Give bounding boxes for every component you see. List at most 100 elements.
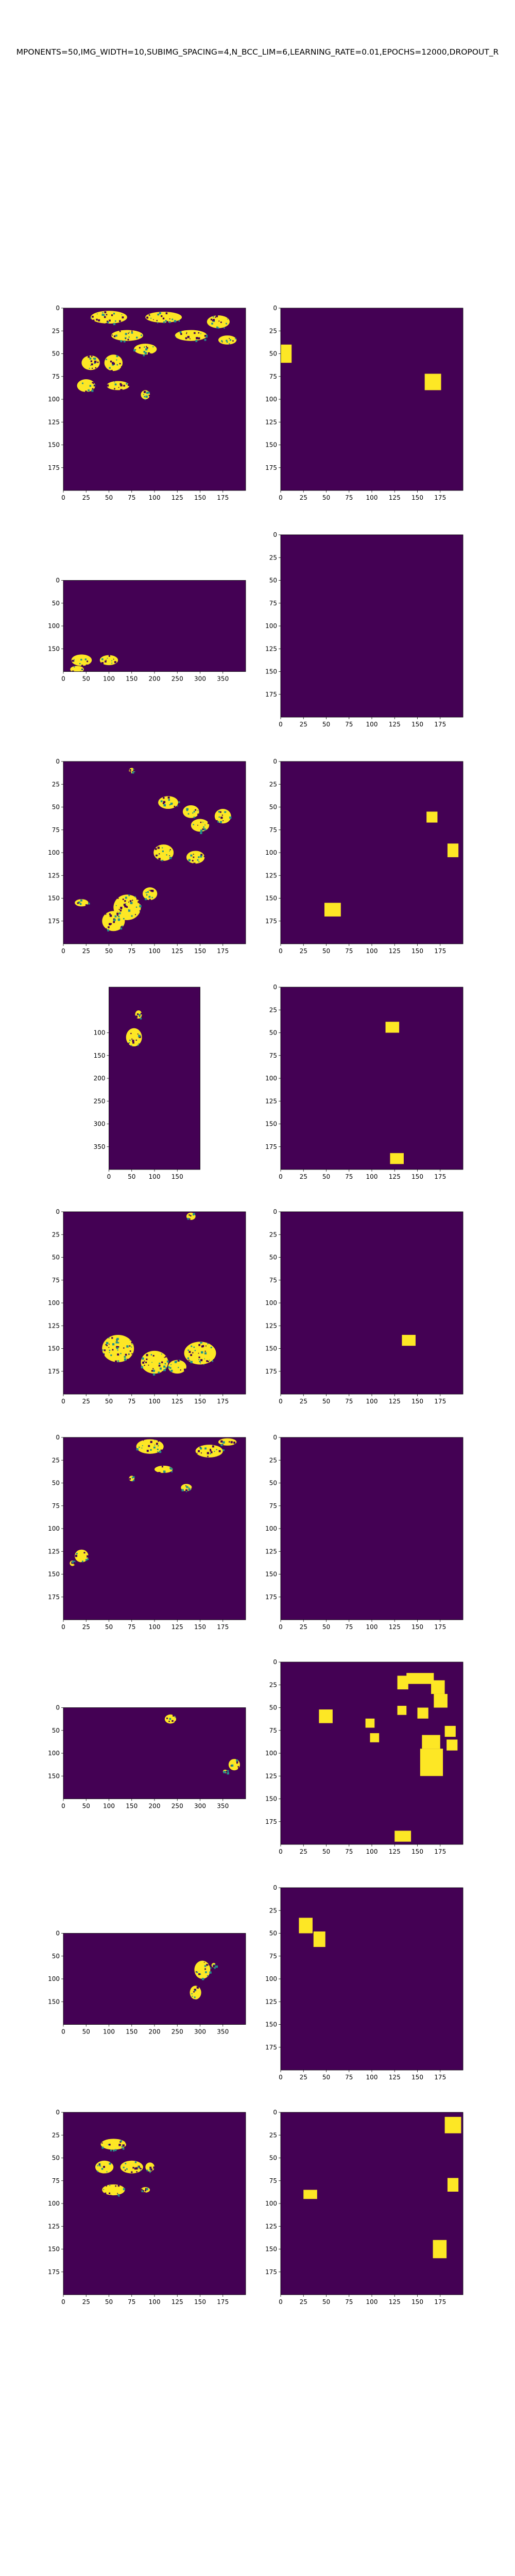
- detection-cell: [417, 1707, 428, 1719]
- y-tick-label: 150: [265, 895, 277, 902]
- y-tick-label: 175: [265, 691, 277, 698]
- heatmap-panel-8-left: 0 50 100 150 200 250 300 350 0 50 100 150: [48, 1930, 246, 2036]
- x-tick-label: 25: [300, 494, 307, 501]
- blob-region: [102, 911, 125, 931]
- x-tick-label: 125: [389, 494, 401, 501]
- x-tick-label: 75: [345, 947, 353, 955]
- plot-area: [281, 1437, 463, 1620]
- y-tick-label: 100: [48, 1299, 60, 1307]
- x-tick-label: 0: [279, 1173, 283, 1180]
- detection-cell: [370, 1733, 380, 1742]
- x-tick-label: 300: [194, 675, 206, 683]
- detection-cell: [313, 1931, 325, 1947]
- x-tick-label: 150: [411, 1398, 423, 1405]
- blob-region: [145, 312, 182, 324]
- y-tick-label: 0: [56, 577, 60, 584]
- x-tick-label: 75: [345, 721, 353, 728]
- y-tick-label: 75: [269, 1277, 277, 1284]
- x-tick-label: 150: [126, 675, 138, 683]
- blob-region: [186, 1212, 196, 1220]
- detection-cell: [431, 1680, 445, 1694]
- x-tick-label: 50: [322, 1173, 330, 1180]
- x-tick-label: 50: [105, 947, 113, 955]
- y-tick-label: 25: [269, 2131, 277, 2139]
- y-tick-label: 125: [48, 2223, 60, 2230]
- x-tick-label: 0: [279, 494, 283, 501]
- y-tick-label: 100: [265, 1075, 277, 1082]
- x-tick-label: 250: [171, 2028, 183, 2036]
- plot-area: [281, 535, 463, 717]
- x-tick-label: 100: [366, 1848, 378, 1855]
- blob-region: [182, 805, 199, 819]
- y-tick-label: 75: [269, 2177, 277, 2184]
- x-tick-label: 100: [366, 947, 378, 955]
- plot-area: [281, 1888, 463, 2070]
- y-tick-label: 125: [265, 1097, 277, 1105]
- y-tick-label: 150: [48, 1772, 60, 1780]
- x-tick-label: 125: [389, 1173, 401, 1180]
- blob-region: [141, 2187, 150, 2195]
- y-tick-label: 150: [48, 1571, 60, 1578]
- blob-region: [133, 344, 157, 357]
- heatmap-panel-5-left: 0 25 50 75 100 125 150 175 0 25 50 75 100 125 150 175: [48, 1208, 246, 1405]
- x-tick-label: 25: [82, 494, 90, 501]
- x-tick-label: 50: [105, 1623, 113, 1631]
- x-tick-label: 100: [149, 947, 161, 955]
- y-tick-label: 50: [269, 1930, 277, 1937]
- x-tick-label: 100: [149, 1398, 161, 1405]
- blob-region: [207, 315, 230, 329]
- y-tick-label: 0: [56, 1208, 60, 1215]
- y-tick-label: 50: [52, 350, 60, 358]
- blob-region: [120, 2160, 143, 2174]
- blob-region: [90, 311, 127, 326]
- x-tick-label: 50: [128, 1173, 135, 1180]
- y-tick-label: 100: [48, 849, 60, 856]
- y-tick-label: 100: [94, 1029, 106, 1037]
- y-tick-label: 25: [52, 2131, 60, 2139]
- x-tick-label: 50: [322, 947, 330, 955]
- blob-region: [222, 1769, 230, 1775]
- heatmap-panel-2-right: 0 25 50 75 100 125 150 175 0 25 50 75 100 125 150 175: [265, 531, 464, 728]
- x-tick-label: 0: [279, 1848, 283, 1855]
- x-tick-label: 350: [217, 1803, 229, 1810]
- y-tick-label: 0: [56, 2109, 60, 2116]
- y-tick-label: 175: [48, 2268, 60, 2276]
- x-tick-label: 125: [171, 1398, 183, 1405]
- detection-cell: [447, 1739, 458, 1751]
- y-tick-label: 50: [52, 1727, 60, 1734]
- y-tick-label: 25: [269, 1681, 277, 1688]
- detection-cell: [394, 1831, 411, 1842]
- y-tick-label: 150: [265, 1571, 277, 1578]
- blob-region: [158, 796, 180, 809]
- blob-region: [167, 1360, 186, 1374]
- detection-cell: [434, 1693, 448, 1708]
- x-tick-label: 300: [194, 2028, 206, 2036]
- x-tick-label: 75: [345, 494, 353, 501]
- y-tick-label: 100: [265, 1299, 277, 1307]
- y-tick-label: 50: [52, 600, 60, 607]
- y-tick-label: 75: [269, 826, 277, 834]
- x-tick-label: 75: [345, 2298, 353, 2306]
- blob-region: [211, 1963, 218, 1969]
- x-tick-label: 175: [217, 494, 229, 501]
- detection-cell: [444, 1725, 456, 1737]
- plot-area: [63, 2112, 246, 2295]
- y-tick-label: 150: [265, 2246, 277, 2253]
- blob-region: [111, 330, 143, 343]
- y-tick-label: 0: [56, 1704, 60, 1711]
- plot-area: [281, 308, 463, 490]
- blob-region: [153, 844, 176, 862]
- blob-region: [70, 1560, 77, 1566]
- x-tick-label: 50: [322, 721, 330, 728]
- y-tick-label: 125: [265, 645, 277, 652]
- x-tick-label: 175: [434, 2298, 446, 2306]
- y-tick-label: 175: [265, 918, 277, 925]
- plot-area: [281, 761, 463, 944]
- x-tick-label: 25: [82, 947, 90, 955]
- heatmap-panel-1-right: 0 25 50 75 100 125 150 175 0 25 50 75 100 125 150 175: [265, 304, 464, 501]
- detection-cell: [281, 344, 292, 363]
- y-tick-label: 75: [52, 2177, 60, 2184]
- heatmap-panel-3-left: 0 25 50 75 100 125 150 175 0 25 50 75 100 125 150 175: [48, 758, 246, 955]
- y-tick-label: 0: [56, 758, 60, 765]
- x-tick-label: 150: [411, 721, 423, 728]
